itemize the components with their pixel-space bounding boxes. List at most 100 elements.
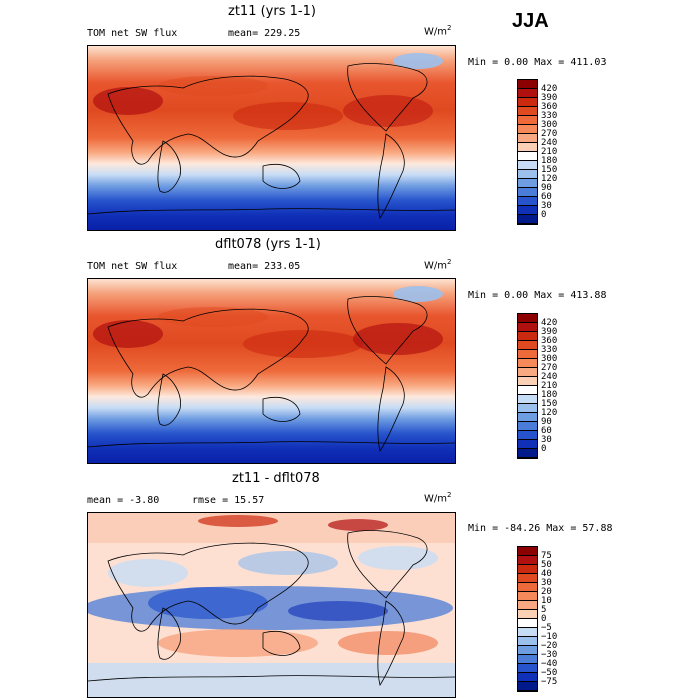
colorbar-swatch	[518, 583, 537, 592]
colorbar-swatch	[518, 188, 537, 197]
colorbar-level-label: −10	[541, 632, 558, 642]
panel-2-map-svg	[88, 279, 455, 463]
colorbar-swatch	[518, 350, 537, 359]
colorbar-swatch	[518, 637, 537, 646]
colorbar-level-label: 420	[541, 318, 558, 328]
colorbar-level-label: 390	[541, 93, 558, 103]
colorbar-level-label: 120	[541, 408, 558, 418]
colorbar-level-label: 150	[541, 165, 558, 175]
colorbar-level-label: 300	[541, 120, 558, 130]
colorbar-level-label: −50	[541, 668, 558, 678]
colorbar-level-label: 10	[541, 596, 552, 606]
colorbar-level-label: 120	[541, 174, 558, 184]
colorbar-level-label: 180	[541, 156, 558, 166]
colorbar-level-label: 150	[541, 399, 558, 409]
colorbar-swatch	[518, 556, 537, 565]
colorbar-level-label: 240	[541, 372, 558, 382]
panel-1-stat: mean= 229.25	[228, 28, 301, 39]
colorbar-swatch	[518, 413, 537, 422]
colorbar-level-label: 390	[541, 327, 558, 337]
colorbar-level-label: 330	[541, 345, 558, 355]
season-label: JJA	[512, 10, 549, 32]
colorbar-level-label: 40	[541, 569, 552, 579]
colorbar-swatch	[518, 601, 537, 610]
colorbar-level-label: 30	[541, 201, 552, 211]
panel-3-map-svg	[88, 513, 455, 697]
colorbar-level-label: 90	[541, 183, 552, 193]
colorbar-swatch	[518, 170, 537, 179]
panel-2-title: dflt078 (yrs 1-1)	[215, 237, 321, 252]
colorbar-swatch	[518, 89, 537, 98]
colorbar-level-label: 0	[541, 444, 547, 454]
panel-1-map-svg	[88, 46, 455, 230]
panel-1-units: W/m2	[424, 24, 452, 38]
colorbar-level-label: 270	[541, 129, 558, 139]
panel-3-map	[87, 512, 456, 698]
colorbar-swatch	[518, 628, 537, 637]
colorbar-level-label: −40	[541, 659, 558, 669]
panel-1-minmax: Min = 0.00 Max = 411.03	[468, 57, 607, 68]
colorbar-swatch	[518, 619, 537, 628]
colorbar-swatch	[518, 664, 537, 673]
colorbar-swatch	[518, 673, 537, 682]
colorbar-swatch	[518, 341, 537, 350]
panel-3-minmax: Min = -84.26 Max = 57.88	[468, 523, 613, 534]
panel-3-coastlines	[88, 530, 455, 686]
colorbar-swatch	[518, 404, 537, 413]
colorbar-level-label: 360	[541, 102, 558, 112]
panel-2-coastlines	[88, 296, 455, 452]
colorbar-swatch	[518, 80, 537, 89]
colorbar-swatch	[518, 197, 537, 206]
colorbar-level-label: 50	[541, 560, 552, 570]
colorbar-swatch	[518, 116, 537, 125]
colorbar-level-label: 75	[541, 551, 552, 561]
colorbar-swatch	[518, 161, 537, 170]
panel-2-stat: mean= 233.05	[228, 261, 301, 272]
colorbar-swatch	[518, 314, 537, 323]
colorbar-level-label: 20	[541, 587, 552, 597]
colorbar-swatch	[518, 134, 537, 143]
colorbar-swatch	[518, 395, 537, 404]
colorbar-swatch	[518, 359, 537, 368]
colorbar-swatch	[518, 332, 537, 341]
panel-2-units: W/m2	[424, 258, 452, 272]
colorbar-level-label: 90	[541, 417, 552, 427]
colorbar-swatch	[518, 179, 537, 188]
colorbar-level-label: 0	[541, 210, 547, 220]
colorbar-swatch	[518, 125, 537, 134]
colorbar-swatch	[518, 368, 537, 377]
colorbar-level-label: 0	[541, 614, 547, 624]
colorbar-level-label: 240	[541, 138, 558, 148]
colorbar-level-label: 210	[541, 147, 558, 157]
colorbar-level-label: 60	[541, 192, 552, 202]
colorbar-level-label: 30	[541, 578, 552, 588]
colorbar-swatch	[518, 422, 537, 431]
colorbar-swatch	[518, 574, 537, 583]
panel-1-colorbar: 420 390 360 330 300 270 240 210 180 150 120 90 60 30 0	[517, 79, 557, 225]
colorbar-swatch	[518, 440, 537, 449]
colorbar-level-label: 360	[541, 336, 558, 346]
panel-1-title: zt11 (yrs 1-1)	[228, 4, 316, 19]
panel-1-coastlines	[88, 63, 455, 219]
panel-3-units: W/m2	[424, 491, 452, 505]
colorbar-swatch	[518, 143, 537, 152]
panel-2-colorbar: 420 390 360 330 300 270 240 210 180 150 120 90 60 30 0	[517, 313, 557, 459]
colorbar-swatch	[518, 98, 537, 107]
colorbar-level-label: 180	[541, 390, 558, 400]
panel-1-map	[87, 45, 456, 231]
panel-1-variable: TOM net SW flux	[87, 28, 178, 39]
panel-3-mean: mean = -3.80	[87, 495, 160, 506]
colorbar-level-label: 420	[541, 84, 558, 94]
panel-3-title: zt11 - dflt078	[232, 471, 320, 486]
colorbar-level-label: −5	[541, 623, 552, 633]
colorbar-swatch	[518, 682, 537, 691]
colorbar-swatch	[518, 646, 537, 655]
colorbar-level-label: 270	[541, 363, 558, 373]
colorbar-level-label: 300	[541, 354, 558, 364]
colorbar-swatch	[518, 547, 537, 556]
colorbar-swatch	[518, 565, 537, 574]
colorbar-swatch	[518, 323, 537, 332]
colorbar-level-label: 30	[541, 435, 552, 445]
colorbar-level-label: 210	[541, 381, 558, 391]
colorbar-swatch	[518, 592, 537, 601]
